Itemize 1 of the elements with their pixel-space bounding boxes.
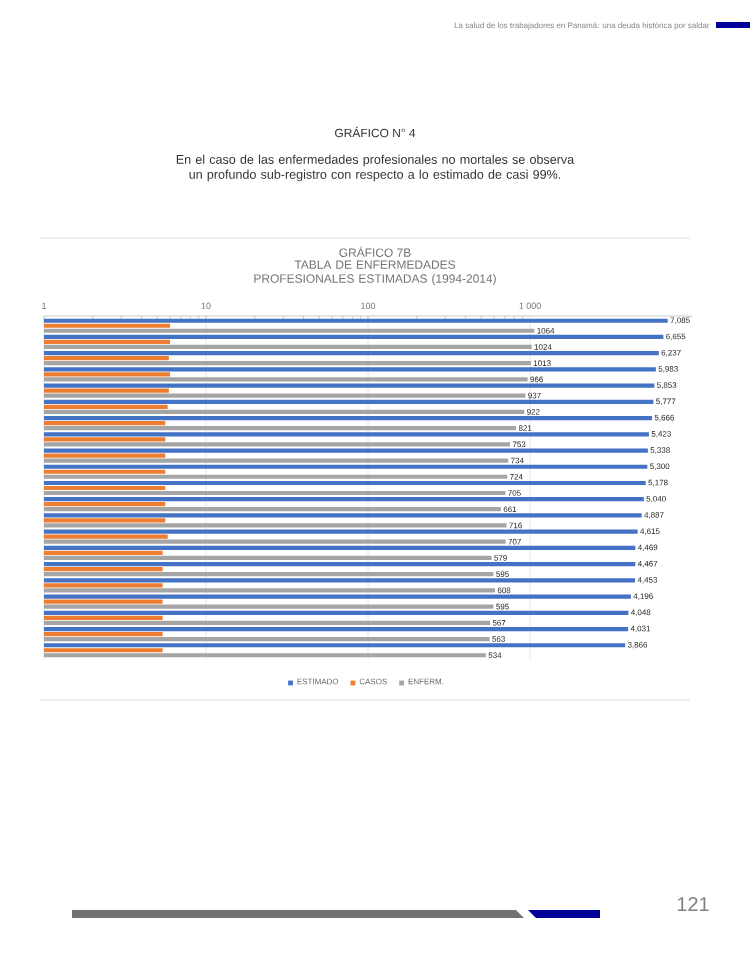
text: 121 [677, 897, 709, 911]
